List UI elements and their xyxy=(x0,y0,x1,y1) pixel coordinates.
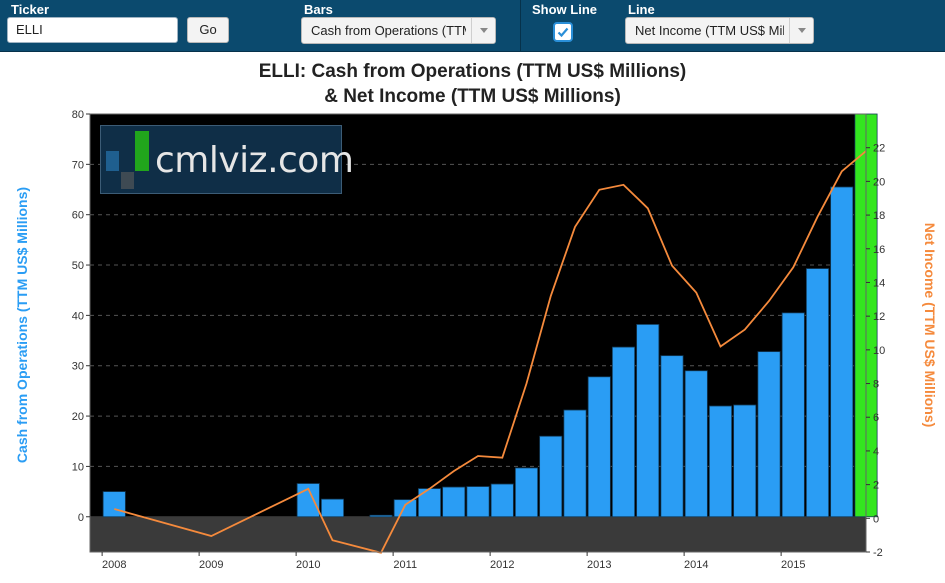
bar xyxy=(708,405,733,518)
y-tick-label: 40 xyxy=(72,310,84,322)
bar xyxy=(320,498,345,518)
y-tick-label: 70 xyxy=(72,159,84,171)
bar xyxy=(684,370,708,518)
logo-bars-icon xyxy=(106,131,149,189)
y-tick-label: 20 xyxy=(72,411,84,423)
ticker-label: Ticker xyxy=(11,2,50,17)
negative-band xyxy=(90,516,866,552)
y2-tick-label: 20 xyxy=(873,176,885,188)
line-select[interactable]: Net Income (TTM US$ Millions) xyxy=(625,17,814,44)
bar xyxy=(636,324,660,518)
chart-title-line-1: ELLI: Cash from Operations (TTM US$ Mill… xyxy=(258,61,687,82)
toolbar: Ticker ELLI Go Bars Cash from Operations… xyxy=(0,0,945,52)
bars-selected-value: Cash from Operations (TTM US$ Millions) xyxy=(311,23,466,38)
cmlviz-logo: cmlviz.com xyxy=(100,125,354,194)
y2-tick-label: 12 xyxy=(873,311,885,323)
bar xyxy=(660,355,684,518)
toolbar-divider xyxy=(520,0,521,52)
y2-tick-label: 18 xyxy=(873,210,885,222)
x-tick-label: 2009 xyxy=(199,559,223,571)
bar xyxy=(393,499,417,518)
plot-frame xyxy=(89,113,867,553)
bar xyxy=(757,351,781,518)
bar xyxy=(490,483,514,518)
y-tick-label: 0 xyxy=(78,512,84,524)
y2-tick-label: 14 xyxy=(873,277,885,289)
bars-label: Bars xyxy=(304,2,333,17)
bar xyxy=(781,312,805,518)
line-selected-value: Net Income (TTM US$ Millions) xyxy=(635,23,784,38)
y-tick-label: 80 xyxy=(72,109,84,121)
y2-tick-label: -2 xyxy=(873,547,883,559)
x-tick-label: 2011 xyxy=(393,559,417,571)
x-tick-label: 2010 xyxy=(296,559,320,571)
chevron-down-icon xyxy=(471,18,495,43)
bar xyxy=(539,435,563,518)
chart-title-line-2: & Net Income (TTM US$ Millions) xyxy=(324,86,621,107)
y-tick-label: 30 xyxy=(72,361,84,373)
net-income-line xyxy=(114,150,867,554)
show-line-checkbox[interactable] xyxy=(553,22,573,42)
y2-tick-label: 10 xyxy=(873,345,885,357)
y2-tick-label: 16 xyxy=(873,244,885,256)
bar xyxy=(102,491,126,518)
bar xyxy=(587,376,611,518)
x-tick-label: 2015 xyxy=(781,559,805,571)
go-button[interactable]: Go xyxy=(187,17,229,43)
x-tick-label: 2008 xyxy=(102,559,126,571)
y2-tick-label: 22 xyxy=(873,143,885,155)
bars-select[interactable]: Cash from Operations (TTM US$ Millions) xyxy=(301,17,496,44)
y-tick-label: 50 xyxy=(72,260,84,272)
y2-tick-label: 8 xyxy=(873,379,879,391)
bar xyxy=(563,409,587,518)
y-tick-label: 10 xyxy=(72,461,84,473)
show-line-label: Show Line xyxy=(532,2,597,17)
logo-text: cmlviz.com xyxy=(155,140,354,181)
x-tick-label: 2012 xyxy=(490,559,514,571)
ticker-input[interactable]: ELLI xyxy=(7,17,178,43)
y2-tick-label: 4 xyxy=(873,446,879,458)
x-tick-label: 2013 xyxy=(587,559,611,571)
bar xyxy=(442,486,466,518)
y2-tick-label: 0 xyxy=(873,513,879,525)
y-tick-label: 60 xyxy=(72,210,84,222)
bar xyxy=(514,467,539,518)
bar xyxy=(805,268,830,518)
bar xyxy=(611,346,636,518)
bar xyxy=(466,486,490,518)
bar xyxy=(417,488,442,518)
check-icon xyxy=(557,27,569,38)
y2-tick-label: 2 xyxy=(873,480,879,492)
bar xyxy=(830,186,854,518)
x-tick-label: 2014 xyxy=(684,559,708,571)
bar xyxy=(369,514,393,518)
chevron-down-icon xyxy=(789,18,813,43)
line-label: Line xyxy=(628,2,655,17)
y2-tick-label: 6 xyxy=(873,412,879,424)
bar xyxy=(733,404,757,518)
